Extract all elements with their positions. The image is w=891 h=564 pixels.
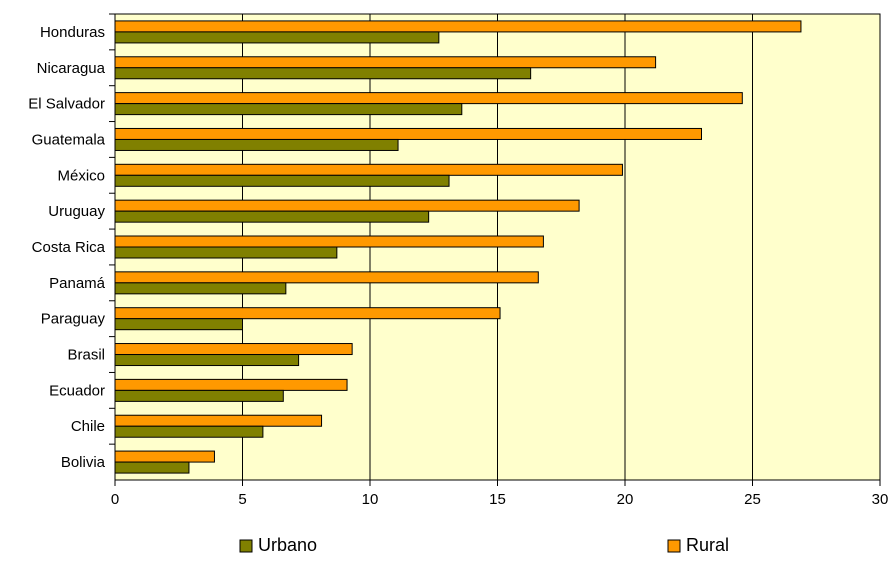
category-label-el-salvador: El Salvador [28, 96, 105, 113]
legend-label-rural: Rural [686, 535, 729, 555]
bar-urbano-guatemala [114, 138, 399, 151]
category-label-honduras: Honduras [40, 24, 105, 41]
bar-urbano-paraguay [114, 318, 243, 331]
x-tick-label: 15 [489, 491, 506, 508]
bar-rural-bolivia [114, 450, 215, 463]
legend-item-rural: Rural [667, 535, 729, 555]
bar-rural-paraguay [114, 307, 501, 320]
bar-rural-honduras [114, 20, 802, 33]
bar-urbano-nicaragua [114, 67, 532, 80]
x-tick-label: 25 [744, 491, 761, 508]
bar-urbano-honduras [114, 31, 440, 44]
category-label-m-xico: México [57, 167, 105, 184]
x-tick-label: 0 [111, 491, 119, 508]
category-label-nicaragua: Nicaragua [37, 60, 106, 77]
bar-urbano-ecuador [114, 389, 284, 402]
bar-urbano-el-salvador [114, 103, 463, 116]
x-tick-labels: 0 5 10 15 20 25 30 [111, 480, 889, 508]
bars [114, 20, 802, 474]
bar-rural-m-xico [114, 163, 623, 176]
x-tick-label: 10 [362, 491, 379, 508]
bar-urbano-costa-rica [114, 246, 338, 259]
legend-swatch-urbano [239, 539, 253, 553]
bar-rural-brasil [114, 343, 353, 356]
legend-swatch-rural [667, 539, 681, 553]
bar-urbano-chile [114, 425, 264, 438]
legend-label-urbano: Urbano [258, 535, 317, 555]
category-label-panam-: Panamá [49, 275, 106, 292]
category-label-uruguay: Uruguay [48, 203, 105, 220]
bar-rural-chile [114, 414, 323, 427]
bar-rural-guatemala [114, 127, 702, 140]
bar-urbano-m-xico [114, 174, 450, 187]
category-labels: Honduras Nicaragua El Salvador Guatemala Méx… [28, 13, 115, 471]
category-label-chile: Chile [71, 418, 105, 435]
legend-item-urbano: Urbano [239, 535, 317, 555]
bar-rural-costa-rica [114, 235, 544, 248]
category-label-ecuador: Ecuador [49, 382, 105, 399]
x-tick-label: 20 [617, 491, 634, 508]
x-tick-label: 30 [872, 491, 889, 508]
category-label-brasil: Brasil [67, 347, 105, 364]
x-tick-label: 5 [238, 491, 246, 508]
bar-urbano-brasil [114, 354, 300, 367]
bar-urbano-bolivia [114, 461, 190, 474]
bar-rural-uruguay [114, 199, 580, 212]
bar-rural-panam- [114, 271, 539, 284]
category-label-paraguay: Paraguay [41, 311, 106, 328]
bar-urbano-uruguay [114, 210, 430, 223]
bar-urbano-panam- [114, 282, 287, 295]
legend: Urbano Rural [239, 535, 729, 555]
category-label-costa-rica: Costa Rica [32, 239, 106, 256]
category-label-guatemala: Guatemala [32, 131, 106, 148]
bar-rural-nicaragua [114, 56, 657, 69]
category-label-bolivia: Bolivia [61, 454, 106, 471]
bar-rural-el-salvador [114, 92, 743, 105]
bar-rural-ecuador [114, 378, 348, 391]
